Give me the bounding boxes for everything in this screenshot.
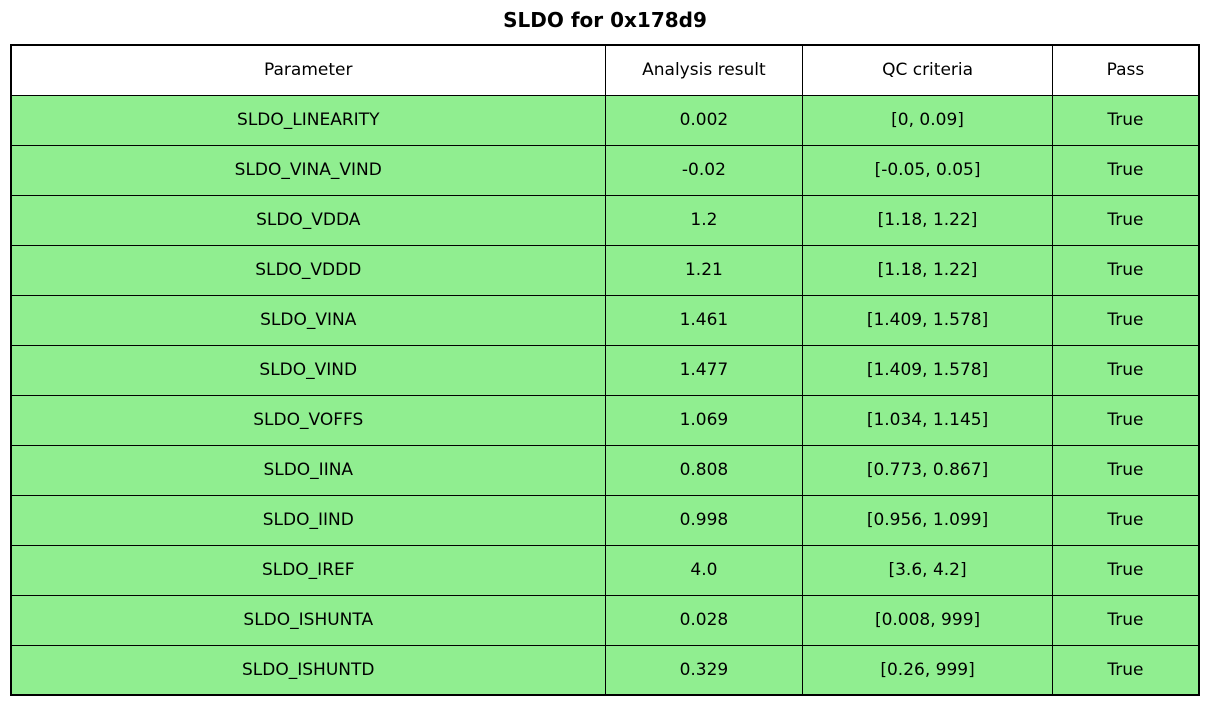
qc-criteria-cell: [0.956, 1.099] [802, 494, 1053, 546]
parameter-cell: SLDO_IINA [10, 444, 606, 496]
header-row: Parameter Analysis result QC criteria Pa… [10, 44, 1200, 96]
pass-cell: True [1051, 144, 1200, 196]
parameter-cell: SLDO_VINA_VIND [10, 144, 606, 196]
qc-criteria-cell: [-0.05, 0.05] [802, 144, 1053, 196]
table-row: SLDO_IINA 0.808 [0.773, 0.867] True [10, 444, 1200, 496]
figure-title: SLDO for 0x178d9 [503, 8, 707, 32]
analysis-result-cell: 4.0 [604, 544, 804, 596]
parameter-cell: SLDO_VOFFS [10, 394, 606, 446]
analysis-result-cell: 1.069 [604, 394, 804, 446]
pass-cell: True [1051, 594, 1200, 646]
pass-cell: True [1051, 494, 1200, 546]
table-row: SLDO_IIND 0.998 [0.956, 1.099] True [10, 494, 1200, 546]
header-qc-criteria: QC criteria [802, 44, 1053, 96]
header-parameter: Parameter [10, 44, 606, 96]
table-row: SLDO_VINA_VIND -0.02 [-0.05, 0.05] True [10, 144, 1200, 196]
analysis-result-cell: 1.21 [604, 244, 804, 296]
parameter-cell: SLDO_VDDD [10, 244, 606, 296]
header-pass: Pass [1051, 44, 1200, 96]
header-analysis-result: Analysis result [604, 44, 804, 96]
table-row: SLDO_VIND 1.477 [1.409, 1.578] True [10, 344, 1200, 396]
qc-criteria-cell: [1.18, 1.22] [802, 194, 1053, 246]
parameter-cell: SLDO_LINEARITY [10, 94, 606, 146]
analysis-result-cell: 0.028 [604, 594, 804, 646]
pass-cell: True [1051, 344, 1200, 396]
analysis-result-cell: 0.808 [604, 444, 804, 496]
qc-criteria-cell: [0.008, 999] [802, 594, 1053, 646]
table-row: SLDO_VOFFS 1.069 [1.034, 1.145] True [10, 394, 1200, 446]
table-row: SLDO_ISHUNTA 0.028 [0.008, 999] True [10, 594, 1200, 646]
qc-criteria-cell: [1.409, 1.578] [802, 294, 1053, 346]
table-row: SLDO_VINA 1.461 [1.409, 1.578] True [10, 294, 1200, 346]
analysis-result-cell: 0.998 [604, 494, 804, 546]
parameter-cell: SLDO_ISHUNTA [10, 594, 606, 646]
pass-cell: True [1051, 194, 1200, 246]
table-row: SLDO_ISHUNTD 0.329 [0.26, 999] True [10, 644, 1200, 696]
qc-criteria-cell: [1.034, 1.145] [802, 394, 1053, 446]
table-row: SLDO_VDDA 1.2 [1.18, 1.22] True [10, 194, 1200, 246]
table-row: SLDO_LINEARITY 0.002 [0, 0.09] True [10, 94, 1200, 146]
analysis-result-cell: 0.002 [604, 94, 804, 146]
analysis-result-cell: -0.02 [604, 144, 804, 196]
pass-cell: True [1051, 294, 1200, 346]
pass-cell: True [1051, 644, 1200, 696]
pass-cell: True [1051, 544, 1200, 596]
qc-criteria-cell: [3.6, 4.2] [802, 544, 1053, 596]
table-row: SLDO_IREF 4.0 [3.6, 4.2] True [10, 544, 1200, 596]
table-row: SLDO_VDDD 1.21 [1.18, 1.22] True [10, 244, 1200, 296]
qc-criteria-cell: [1.409, 1.578] [802, 344, 1053, 396]
parameter-cell: SLDO_VDDA [10, 194, 606, 246]
pass-cell: True [1051, 94, 1200, 146]
pass-cell: True [1051, 244, 1200, 296]
parameter-cell: SLDO_VIND [10, 344, 606, 396]
parameter-cell: SLDO_IIND [10, 494, 606, 546]
qc-summary-table: Parameter Analysis result QC criteria Pa… [10, 44, 1200, 696]
analysis-result-cell: 1.477 [604, 344, 804, 396]
analysis-result-cell: 0.329 [604, 644, 804, 696]
pass-cell: True [1051, 444, 1200, 496]
qc-criteria-cell: [1.18, 1.22] [802, 244, 1053, 296]
qc-criteria-cell: [0, 0.09] [802, 94, 1053, 146]
parameter-cell: SLDO_IREF [10, 544, 606, 596]
analysis-result-cell: 1.461 [604, 294, 804, 346]
parameter-cell: SLDO_VINA [10, 294, 606, 346]
qc-criteria-cell: [0.773, 0.867] [802, 444, 1053, 496]
analysis-result-cell: 1.2 [604, 194, 804, 246]
qc-criteria-cell: [0.26, 999] [802, 644, 1053, 696]
qc-table-body: SLDO_LINEARITY 0.002 [0, 0.09] True SLDO_VIN… [10, 94, 1200, 696]
pass-cell: True [1051, 394, 1200, 446]
parameter-cell: SLDO_ISHUNTD [10, 644, 606, 696]
